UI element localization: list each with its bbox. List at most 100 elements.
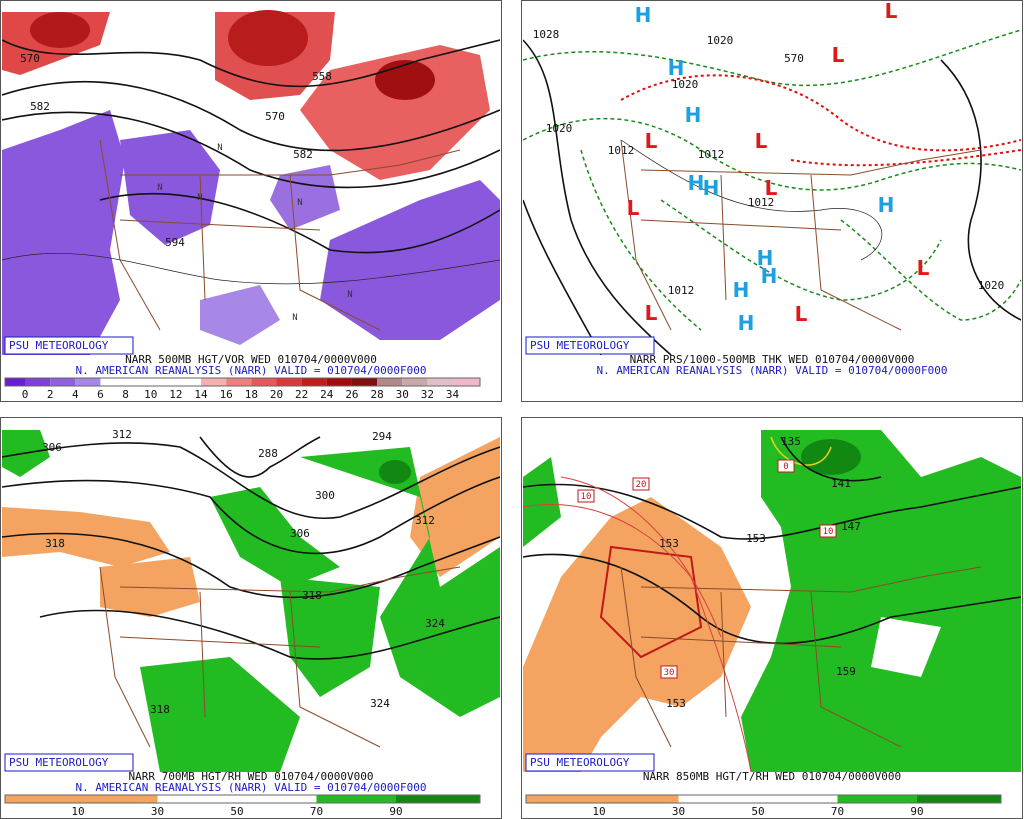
pressure-center: H (878, 193, 895, 217)
pressure-center: H (685, 103, 702, 127)
pressure-center: H (688, 171, 705, 195)
contour-label: 294 (372, 430, 392, 443)
colorbar-label: 50 (230, 805, 243, 818)
pressure-center: H (668, 56, 685, 80)
colorbar-segment (125, 378, 151, 386)
temp-label-box (577, 489, 595, 503)
logo: PSU METEOROLOGY (9, 756, 109, 769)
colorbar-segment (157, 795, 237, 803)
contour-label: 153 (746, 532, 766, 545)
colorbar-label: 26 (345, 388, 358, 401)
colorbar-segment (201, 378, 227, 386)
colorbar-frame (525, 794, 1002, 804)
panel-subtitle: N. AMERICAN REANALYSIS (NARR) VALID = 01… (76, 781, 427, 794)
colorbar-label: 12 (169, 388, 182, 401)
colorbar-label: 24 (320, 388, 334, 401)
temp-label-box (819, 524, 837, 538)
colorbar-label: 90 (389, 805, 402, 818)
contour-label: 135 (781, 435, 801, 448)
pressure-center: H (738, 311, 755, 335)
colorbar-segment (25, 378, 51, 386)
colorbar-label: 32 (421, 388, 434, 401)
colorbar-label: 30 (672, 805, 685, 818)
pressure-center: H (761, 264, 778, 288)
map (523, 430, 1021, 772)
contour-label: 141 (831, 477, 851, 490)
contour-label: 324 (370, 697, 390, 710)
logo-box (525, 336, 655, 355)
contour-label: 318 (45, 537, 65, 550)
contour-label: 570 (265, 110, 285, 123)
colorbar-segment (75, 378, 101, 386)
logo-box (4, 336, 134, 355)
colorbar-label: 10 (71, 805, 84, 818)
colorbar-segment (237, 795, 317, 803)
panel-title: NARR 700MB HGT/RH WED 010704/0000V000 (128, 770, 373, 783)
contour-label: 558 (312, 70, 332, 83)
contour-label: 318 (150, 703, 170, 716)
contour-label: 1020 (672, 78, 699, 91)
colorbar-frame (4, 794, 481, 804)
pressure-center: N (347, 290, 352, 300)
colorbar-segment (301, 378, 327, 386)
colorbar-segment (150, 378, 176, 386)
colorbar-segment (50, 378, 76, 386)
logo: PSU METEOROLOGY (530, 339, 630, 352)
colorbar-label: 30 (396, 388, 409, 401)
colorbar-segment (5, 795, 78, 803)
contour-label: 306 (290, 527, 310, 540)
contour-label: 153 (659, 537, 679, 550)
contour-label: 288 (258, 447, 278, 460)
contour-label: 570 (784, 52, 804, 65)
temp-label: 20 (636, 480, 647, 490)
colorbar-label: 10 (144, 388, 157, 401)
contour-label: 570 (20, 52, 40, 65)
pressure-center: L (627, 196, 640, 220)
colorbar-segment (326, 378, 352, 386)
colorbar-label: 20 (270, 388, 283, 401)
panel-subtitle: N. AMERICAN REANALYSIS (NARR) VALID = 01… (76, 364, 427, 377)
colorbar-label: 70 (310, 805, 323, 818)
colorbar-segment (427, 378, 453, 386)
contour-label: 1012 (748, 196, 775, 209)
temp-label-box (632, 477, 650, 491)
temp-label: 10 (581, 492, 592, 502)
pressure-center: N (197, 193, 202, 203)
contour-label: 1012 (608, 144, 635, 157)
contour-label: 594 (165, 236, 185, 249)
contour-label: 1012 (698, 148, 725, 161)
pressure-center: H (733, 278, 750, 302)
contour-label: 1028 (533, 28, 560, 41)
colorbar-segment (599, 795, 679, 803)
pressure-center: L (645, 129, 658, 153)
map (523, 29, 1021, 355)
colorbar-segment (377, 378, 403, 386)
colorbar-label: 30 (151, 805, 164, 818)
logo-box (525, 753, 655, 772)
temp-label: 0 (783, 462, 788, 472)
pressure-center: H (635, 3, 652, 27)
colorbar-segment (402, 378, 428, 386)
contour-label: 159 (836, 665, 856, 678)
colorbar-label: 18 (245, 388, 258, 401)
colorbar-label: 6 (97, 388, 104, 401)
pressure-center: N (217, 143, 222, 153)
panel-title: NARR PRS/1000-500MB THK WED 010704/0000V… (630, 353, 915, 366)
panel-subtitle: N. AMERICAN REANALYSIS (NARR) VALID = 01… (597, 364, 948, 377)
contour-label: 1012 (668, 284, 695, 297)
logo: PSU METEOROLOGY (9, 339, 109, 352)
colorbar-segment (5, 378, 25, 386)
colorbar-segment (251, 378, 277, 386)
contour-label: 312 (415, 514, 435, 527)
temp-label: 10 (823, 527, 834, 537)
contour-label: 1020 (707, 34, 734, 47)
contour-label: 147 (841, 520, 861, 533)
colorbar-label: 4 (72, 388, 79, 401)
panel: PSU METEOROLOGY NARR 700MB HGT/RH WED 010… (0, 417, 502, 819)
colorbar-segment (758, 795, 838, 803)
pressure-center: L (832, 43, 845, 67)
contour-label: 300 (315, 489, 335, 502)
colorbar-segment (100, 378, 126, 386)
colorbar-label: 34 (446, 388, 460, 401)
